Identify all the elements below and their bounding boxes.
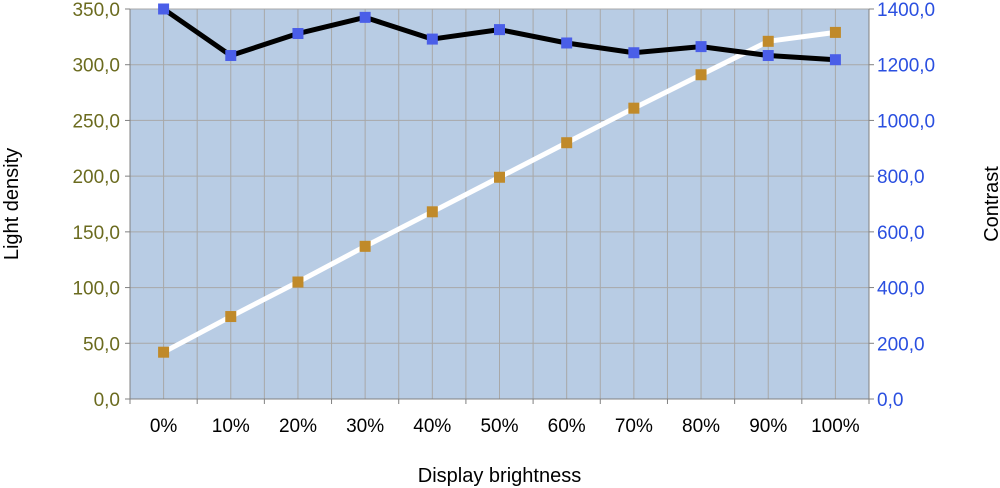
series-2-point <box>494 24 505 36</box>
x-tick-label: 20% <box>279 416 317 437</box>
series-1-point <box>829 26 841 38</box>
axes <box>125 8 874 404</box>
left-y-tick-label: 50,0 <box>83 334 120 355</box>
x-tick-label: 50% <box>480 416 518 437</box>
right-y-axis-title: Contrast <box>981 166 1000 242</box>
series-2-point <box>628 47 640 59</box>
x-tick-label: 40% <box>413 416 451 437</box>
series-2-point <box>829 54 841 66</box>
right-y-tick-label: 1400,0 <box>877 0 935 21</box>
series-1-point <box>225 311 237 323</box>
gridlines <box>130 8 869 399</box>
x-axis-title: Display brightness <box>418 465 581 487</box>
series-1-point <box>426 206 438 218</box>
series-1-point <box>292 276 304 288</box>
x-tick-label: 90% <box>749 416 787 437</box>
tick-labels: 0,0 50,0 100,0 150,0 200,0 250,0 300,0 350,0 0,0… <box>72 0 935 437</box>
series-2-point <box>158 3 170 15</box>
series-2-point <box>561 37 573 49</box>
right-y-tick-label: 600,0 <box>877 223 925 244</box>
series-2-point <box>695 41 707 53</box>
series-1-point <box>561 137 573 149</box>
right-y-tick-label: 1000,0 <box>877 111 935 132</box>
left-y-tick-label: 300,0 <box>72 56 120 77</box>
left-y-tick-label: 250,0 <box>72 111 120 132</box>
left-y-axis-title: Light density <box>1 148 23 260</box>
series-1-point <box>628 102 640 114</box>
series-2-point <box>762 50 774 62</box>
series-2-point <box>292 28 304 40</box>
series-1-point <box>494 171 505 183</box>
x-tick-label: 70% <box>615 416 653 437</box>
series-1-point <box>762 35 774 47</box>
x-tick-label: 60% <box>548 416 586 437</box>
x-tick-label: 10% <box>212 416 250 437</box>
right-y-tick-label: 1200,0 <box>877 56 935 77</box>
left-y-tick-label: 0,0 <box>94 390 120 411</box>
left-y-tick-label: 150,0 <box>72 223 120 244</box>
x-tick-label: 80% <box>682 416 720 437</box>
right-y-tick-label: 0,0 <box>877 390 903 411</box>
series-2-point <box>359 11 371 23</box>
left-y-tick-label: 200,0 <box>72 167 120 188</box>
right-y-tick-label: 200,0 <box>877 334 925 355</box>
x-tick-label: 100% <box>811 416 860 437</box>
right-y-tick-label: 800,0 <box>877 167 925 188</box>
series-2-point <box>225 50 237 62</box>
left-y-tick-label: 350,0 <box>72 0 120 21</box>
series-2-point <box>426 33 438 45</box>
series-1-point <box>695 69 707 81</box>
x-tick-label: 0% <box>150 416 178 437</box>
series-layer <box>158 3 841 358</box>
right-y-tick-label: 400,0 <box>877 279 925 300</box>
left-y-tick-label: 100,0 <box>72 279 120 300</box>
series-1-point <box>359 240 371 252</box>
x-tick-label: 30% <box>346 416 384 437</box>
series-1-point <box>158 346 170 358</box>
